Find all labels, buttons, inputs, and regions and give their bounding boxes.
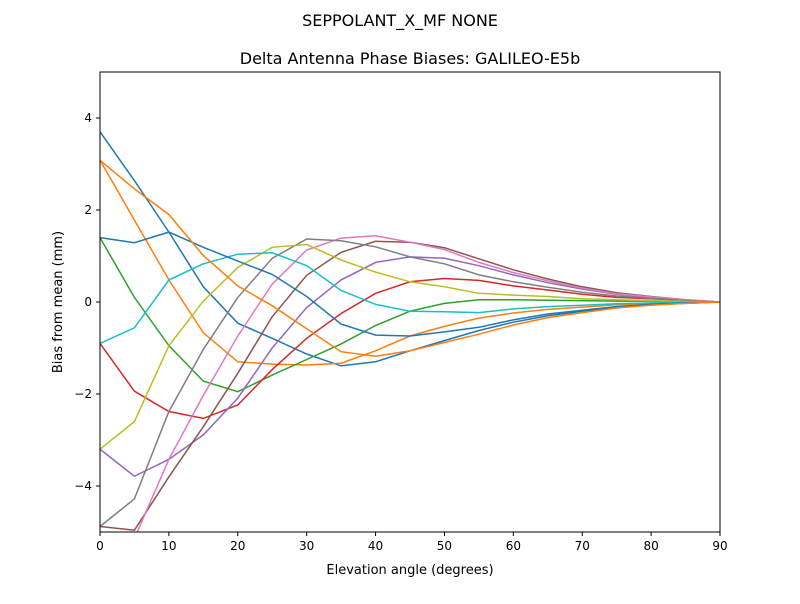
y-tick-label: −4	[74, 479, 92, 493]
x-tick-label: 50	[437, 539, 452, 553]
series-line-10	[100, 231, 720, 337]
y-axis: −4 −2 0 2 4	[74, 111, 100, 493]
chart-title: Delta Antenna Phase Biases: GALILEO-E5b	[240, 49, 580, 68]
x-tick-label: 60	[506, 539, 521, 553]
series-line-6	[136, 235, 720, 532]
x-axis: 0 10 20 30 40 50 60 70 80 90	[96, 532, 728, 553]
x-tick-label: 70	[575, 539, 590, 553]
figure-title: SEPPOLANT_X_MF NONE	[302, 11, 498, 31]
y-tick-label: 2	[84, 203, 92, 217]
x-tick-label: 0	[96, 539, 104, 553]
plot-frame	[99, 71, 721, 533]
series-line-7	[100, 238, 720, 528]
series-line-9	[100, 252, 720, 345]
x-tick-label: 80	[643, 539, 658, 553]
y-tick-label: 4	[84, 111, 92, 125]
series-line-1	[100, 159, 720, 366]
x-tick-label: 20	[230, 539, 245, 553]
x-tick-label: 90	[712, 539, 727, 553]
y-tick-label: 0	[84, 295, 92, 309]
y-tick-label: −2	[74, 387, 92, 401]
series-line-0	[100, 131, 720, 367]
y-axis-label: Bias from mean (mm)	[51, 231, 66, 373]
series-line-8	[100, 243, 720, 450]
x-axis-label: Elevation angle (degrees)	[326, 563, 493, 578]
series-lines	[100, 131, 720, 532]
series-line-11	[100, 159, 720, 358]
x-tick-label: 10	[161, 539, 176, 553]
x-tick-label: 30	[299, 539, 314, 553]
series-line-5	[100, 240, 720, 531]
x-tick-label: 40	[368, 539, 383, 553]
